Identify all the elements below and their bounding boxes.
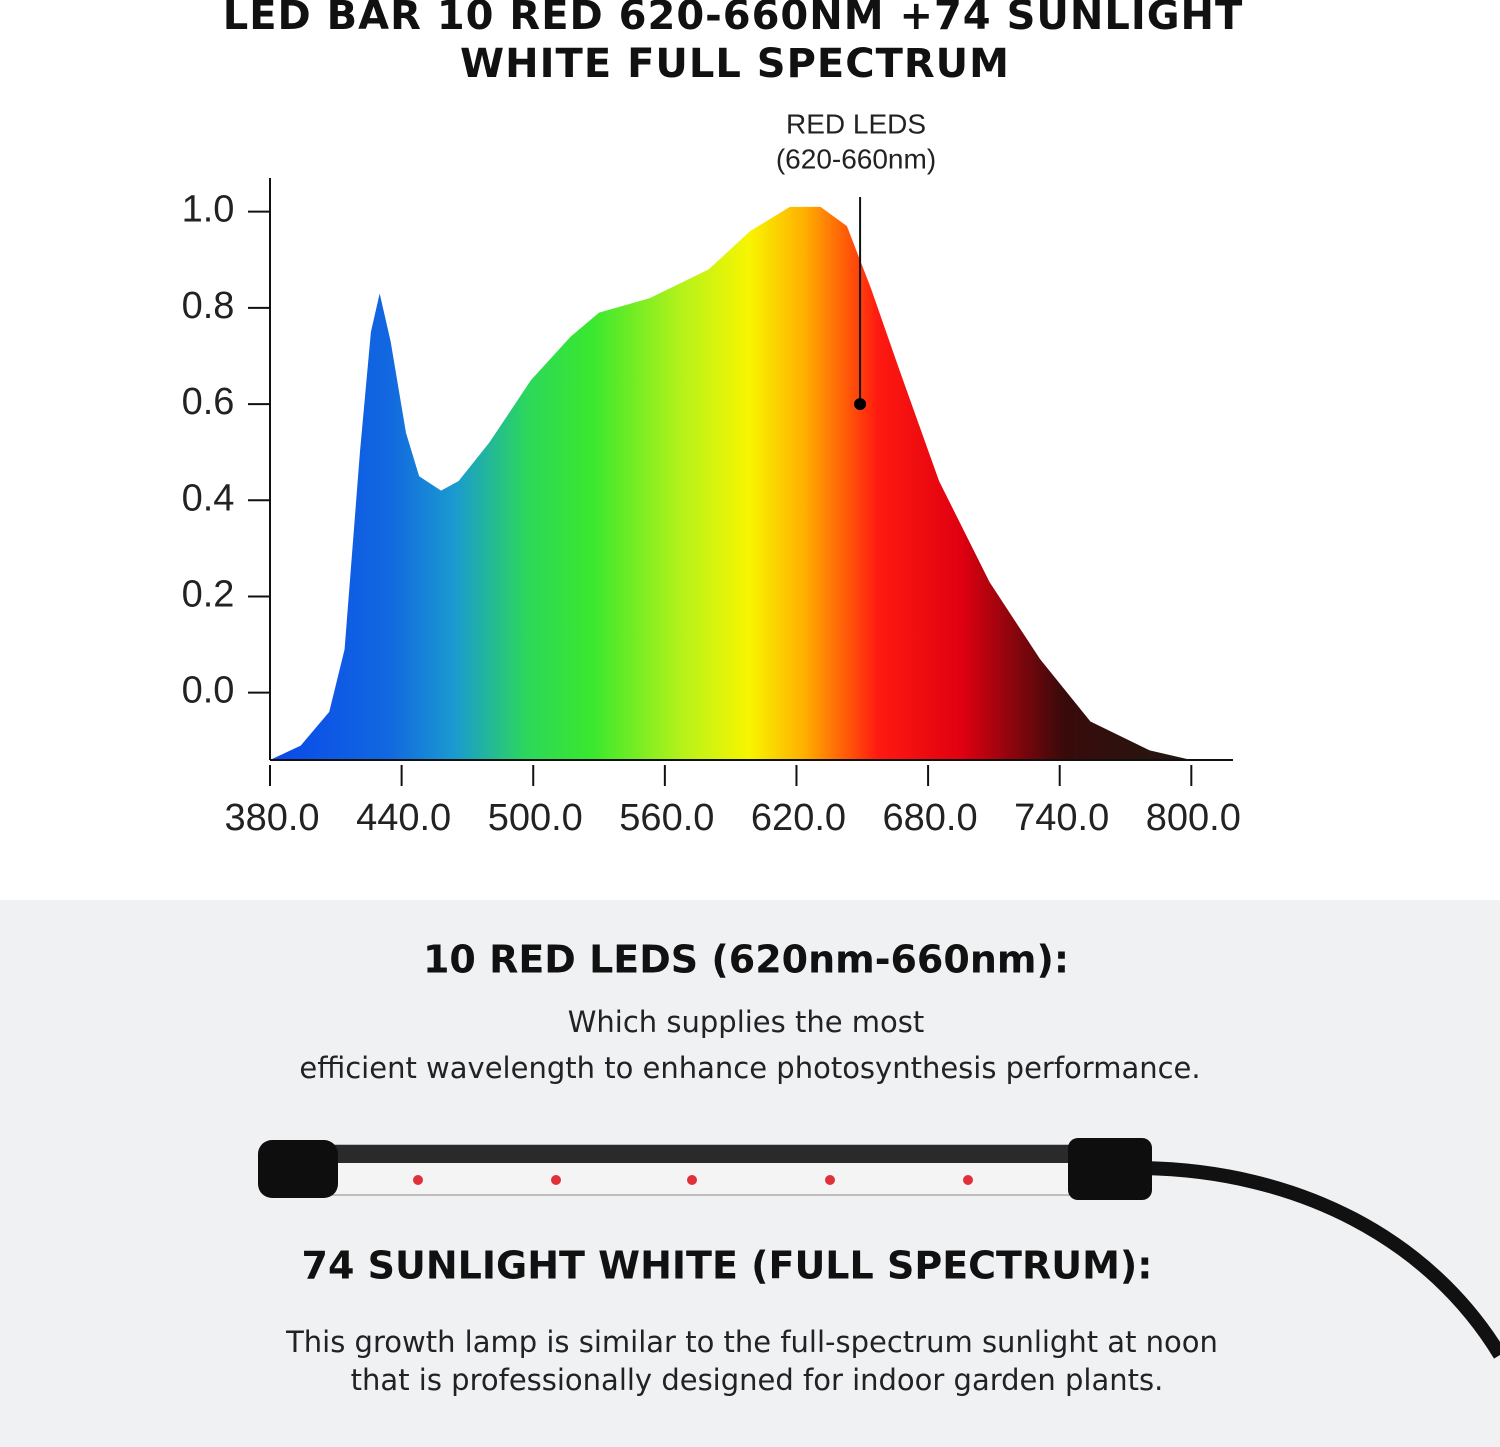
- annotation-point: [854, 398, 867, 411]
- plot: 0.0 0.2 0.4 0.6 0.8 1.0 380.0 440.0 500.0 560.0 62…: [182, 108, 1241, 839]
- y-tick-label: 0.8: [182, 285, 235, 327]
- heading: 10 RED LEDS (620nm-660nm):: [423, 938, 1069, 982]
- lamp: [258, 1138, 1500, 1359]
- annotation-label: RED LEDS: [786, 108, 926, 139]
- end-cap: [1068, 1138, 1152, 1200]
- chart-title: LED BAR 10 RED 620-660NM +74 SUNLIGHT: [223, 0, 1244, 39]
- x-tick-label: 380.0: [224, 797, 319, 839]
- x-tick-label: 440.0: [356, 797, 451, 839]
- x-tick-label: 500.0: [488, 797, 583, 839]
- body-text: This growth lamp is similar to the full-…: [285, 1325, 1218, 1359]
- x-tick-label: 560.0: [619, 797, 714, 839]
- tube-back: [300, 1145, 1100, 1163]
- x-tick-label: 680.0: [883, 797, 978, 839]
- y-tick-label: 1.0: [182, 189, 235, 231]
- y-tick-label: 0.4: [182, 477, 235, 519]
- spectrum-area: [270, 206, 1192, 760]
- body-text: efficient wavelength to enhance photosyn…: [299, 1051, 1200, 1085]
- x-tick-label: 800.0: [1146, 797, 1241, 839]
- heading: 74 SUNLIGHT WHITE (FULL SPECTRUM):: [302, 1244, 1153, 1288]
- chart-title: WHITE FULL SPECTRUM: [460, 41, 1010, 87]
- x-tick-label: 620.0: [751, 797, 846, 839]
- body-text: Which supplies the most: [568, 1005, 925, 1039]
- annotation-label: (620-660nm): [776, 143, 936, 174]
- x-tick-label: 740.0: [1014, 797, 1109, 839]
- y-tick-label: 0.2: [182, 573, 235, 615]
- y-tick-label: 0.0: [182, 670, 235, 712]
- y-tick-label: 0.6: [182, 381, 235, 423]
- body-text: that is professionally designed for indo…: [351, 1363, 1164, 1397]
- end-cap: [258, 1140, 338, 1198]
- gooseneck: [1139, 1161, 1500, 1359]
- red-leds: [413, 1175, 973, 1185]
